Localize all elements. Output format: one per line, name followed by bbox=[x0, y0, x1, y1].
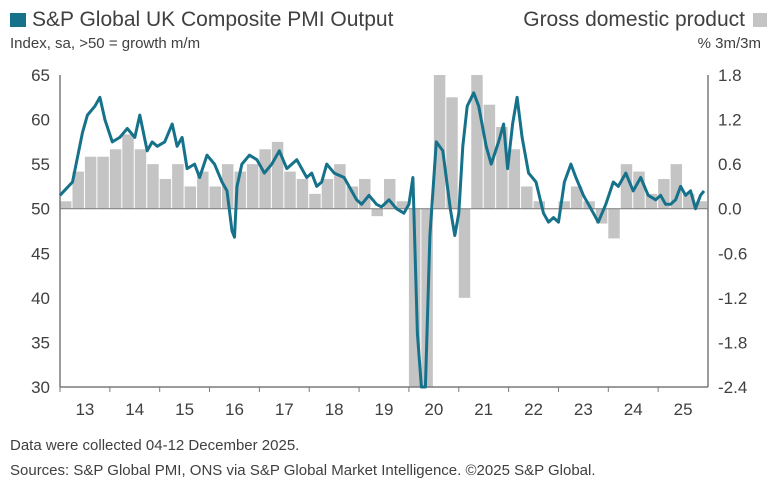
y-right-tick-label: -0.6 bbox=[718, 244, 747, 263]
x-tick-label: 23 bbox=[574, 400, 593, 419]
gdp-bar bbox=[346, 186, 359, 209]
y-left-tick-label: 30 bbox=[31, 378, 50, 397]
y-right-tick-label: 0.6 bbox=[718, 155, 742, 174]
gdp-bar bbox=[359, 179, 371, 209]
gdp-bar bbox=[296, 179, 309, 209]
gdp-bar bbox=[246, 164, 259, 209]
collection-note: Data were collected 04-12 December 2025. bbox=[10, 437, 300, 454]
y-right-tick-label: 0.0 bbox=[718, 200, 742, 219]
gdp-bar bbox=[321, 179, 334, 209]
x-tick-label: 25 bbox=[674, 400, 693, 419]
gdp-bar bbox=[309, 193, 321, 209]
x-tick-label: 17 bbox=[275, 400, 294, 419]
gdp-bar bbox=[533, 201, 545, 209]
gdp-bar bbox=[84, 156, 97, 209]
y-left-tick-label: 55 bbox=[31, 155, 50, 174]
y-left-tick-label: 65 bbox=[31, 66, 50, 85]
gdp-axis-subtitle: % 3m/3m bbox=[697, 35, 761, 52]
gdp-bar bbox=[159, 179, 172, 209]
gdp-bar bbox=[197, 171, 209, 209]
gdp-bar bbox=[109, 149, 122, 209]
gdp-legend-label: Gross domestic product bbox=[523, 8, 745, 31]
gdp-bar bbox=[172, 164, 184, 209]
gdp-bar bbox=[683, 193, 695, 209]
gdp-bar bbox=[471, 75, 483, 209]
gdp-bar bbox=[209, 186, 221, 209]
gdp-bar bbox=[334, 164, 346, 209]
pmi-line bbox=[58, 91, 706, 389]
gdp-bar bbox=[695, 201, 707, 209]
gdp-legend-swatch bbox=[753, 13, 767, 27]
y-left-tick-label: 60 bbox=[31, 111, 50, 130]
gdp-bar bbox=[508, 149, 521, 209]
gdp-bar bbox=[134, 149, 147, 209]
gdp-bar bbox=[645, 193, 658, 209]
gdp-bars bbox=[60, 75, 707, 387]
gdp-bar bbox=[271, 141, 284, 209]
pmi-legend: S&P Global UK Composite PMI Output bbox=[10, 8, 393, 32]
gdp-bar bbox=[147, 164, 159, 209]
x-tick-label: 19 bbox=[375, 400, 394, 419]
gdp-bar bbox=[60, 201, 72, 209]
y-right-tick-label: 1.8 bbox=[718, 66, 742, 85]
x-tick-label: 18 bbox=[325, 400, 344, 419]
x-tick-label: 15 bbox=[175, 400, 194, 419]
gdp-bar bbox=[97, 156, 109, 209]
sources-note: Sources: S&P Global PMI, ONS via S&P Glo… bbox=[10, 462, 596, 479]
chart-axes bbox=[59, 75, 709, 392]
gdp-bar bbox=[122, 134, 134, 209]
tick-labels: 65 60 55 50 45 40 35 30 1.8 1.2 0.6 0.0 -0.6 -1.2 -1.8… bbox=[31, 66, 747, 419]
x-tick-label: 22 bbox=[524, 400, 543, 419]
x-tick-label: 14 bbox=[125, 400, 144, 419]
pmi-legend-label: S&P Global UK Composite PMI Output bbox=[32, 8, 394, 31]
gdp-bar bbox=[558, 201, 570, 209]
gdp-bar bbox=[521, 186, 533, 209]
y-right-tick-label: -2.4 bbox=[718, 378, 747, 397]
y-left-tick-label: 45 bbox=[31, 244, 50, 263]
gdp-bar bbox=[496, 127, 508, 209]
y-right-tick-label: -1.2 bbox=[718, 289, 747, 308]
x-tick-label: 13 bbox=[75, 400, 94, 419]
gdp-legend: Gross domestic product bbox=[523, 8, 767, 32]
gdp-bar bbox=[396, 201, 408, 209]
gdp-bar bbox=[570, 186, 583, 209]
x-tick-label: 21 bbox=[474, 400, 493, 419]
gdp-bar bbox=[458, 208, 471, 298]
y-right-tick-label: -1.8 bbox=[718, 333, 747, 352]
gdp-bar bbox=[284, 171, 296, 209]
gdp-bar bbox=[620, 164, 633, 209]
gdp-bar bbox=[408, 208, 421, 387]
y-left-tick-label: 40 bbox=[31, 289, 50, 308]
x-tick-label: 20 bbox=[424, 400, 443, 419]
gdp-bar bbox=[658, 179, 670, 209]
y-left-tick-label: 35 bbox=[31, 333, 50, 352]
gdp-bar bbox=[384, 179, 396, 209]
gdp-bar bbox=[433, 75, 446, 209]
gdp-bar bbox=[72, 171, 84, 209]
x-tick-label: 24 bbox=[624, 400, 643, 419]
pmi-axis-subtitle: Index, sa, >50 = growth m/m bbox=[10, 35, 201, 52]
gdp-bar bbox=[259, 149, 271, 209]
gdp-bar bbox=[633, 171, 645, 209]
gdp-bar bbox=[371, 208, 383, 217]
gdp-bar bbox=[670, 164, 683, 209]
y-left-tick-label: 50 bbox=[31, 200, 50, 219]
gdp-bar bbox=[184, 186, 197, 209]
x-tick-label: 16 bbox=[225, 400, 244, 419]
pmi-legend-swatch bbox=[10, 13, 26, 27]
y-right-tick-label: 1.2 bbox=[718, 111, 742, 130]
gdp-bar bbox=[222, 164, 234, 209]
gdp-bar bbox=[446, 97, 458, 209]
gdp-bar bbox=[234, 171, 246, 209]
gdp-bar bbox=[608, 208, 620, 239]
